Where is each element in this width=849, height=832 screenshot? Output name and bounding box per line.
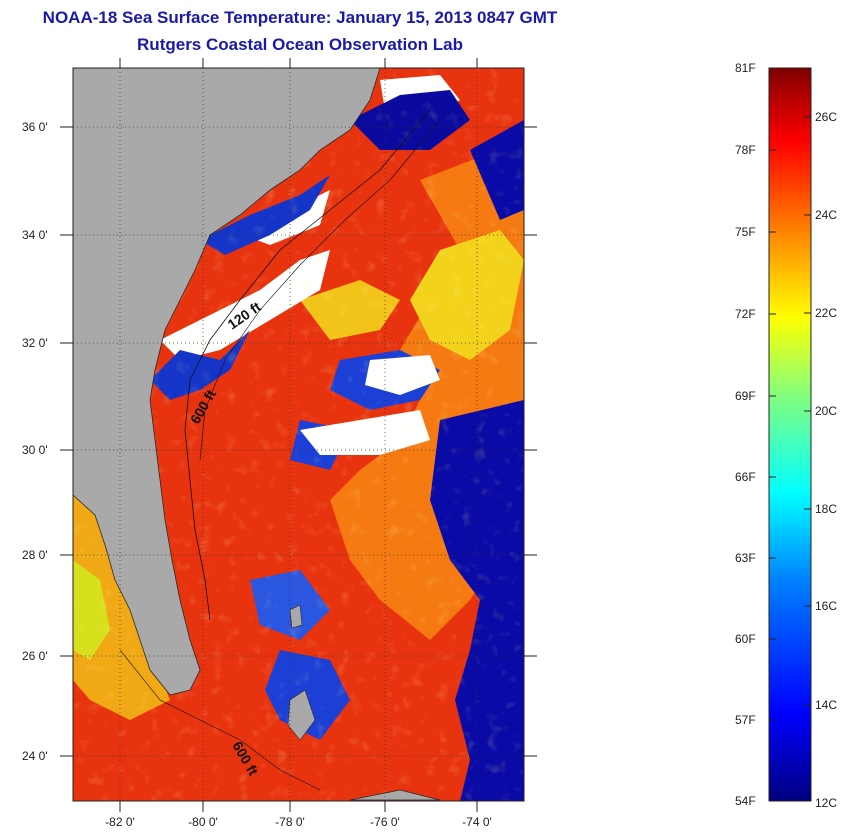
colorbar-c-label: 24C	[815, 208, 838, 222]
colorbar-f-label: 57F	[735, 713, 756, 727]
colorbar-f-label: 63F	[735, 551, 756, 565]
lat-tick-label: 30 0'	[22, 443, 48, 457]
colorbar-f-label: 75F	[735, 225, 756, 239]
colorbar-c-label: 20C	[815, 404, 838, 418]
map-title: NOAA-18 Sea Surface Temperature: January…	[42, 8, 558, 27]
colorbar-c-label: 14C	[815, 698, 838, 712]
colorbar-c-label: 12C	[815, 796, 838, 810]
lat-tick-label: 34 0'	[22, 228, 48, 242]
colorbar-c-label: 16C	[815, 599, 838, 613]
lat-tick-label: 26 0'	[22, 649, 48, 663]
lat-tick-label: 24 0'	[22, 749, 48, 763]
colorbar-c-label: 18C	[815, 502, 838, 516]
land-cuba	[349, 789, 441, 801]
colorbar-f-label: 72F	[735, 307, 756, 321]
colorbar-f-label: 54F	[735, 794, 756, 808]
lat-tick-label: 36 0'	[22, 120, 48, 134]
lat-tick-label: 32 0'	[22, 336, 48, 350]
lat-tick-label: 28 0'	[22, 548, 48, 562]
lon-tick-label: -82 0'	[105, 815, 135, 829]
lon-tick-label: -80 0'	[188, 815, 218, 829]
colorbar-c-label: 26C	[815, 110, 838, 124]
colorbar-f-label: 69F	[735, 389, 756, 403]
colorbar-c-label: 22C	[815, 306, 838, 320]
colorbar-f-label: 60F	[735, 632, 756, 646]
lon-tick-label: -78 0'	[275, 815, 305, 829]
colorbar-f-label: 78F	[735, 143, 756, 157]
map-subtitle: Rutgers Coastal Ocean Observation Lab	[137, 35, 463, 54]
lon-tick-label: -76 0'	[370, 815, 400, 829]
map-frame	[72, 67, 525, 802]
colorbar-f-label: 66F	[735, 470, 756, 484]
land-mainland	[73, 68, 381, 696]
lon-tick-label: -74 0'	[462, 815, 492, 829]
colorbar	[768, 67, 812, 802]
colorbar-f-label: 81F	[735, 61, 756, 75]
